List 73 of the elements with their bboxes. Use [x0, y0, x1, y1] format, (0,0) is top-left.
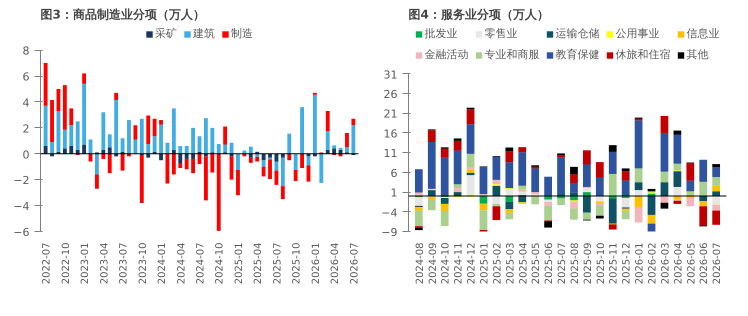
legend-label: 批发业 [424, 26, 458, 41]
x-tick-label: 2024-09 [428, 242, 439, 284]
x-tick-label: 2023-04 [99, 242, 110, 284]
chart-title: 图4：服务业分项（万人） [408, 8, 549, 22]
x-tick-label: 2025-08 [570, 242, 581, 284]
legend-label: 其他 [686, 47, 708, 62]
x-tick-label: 2026-06 [699, 242, 710, 284]
x-tick-label: 2026-03 [660, 242, 672, 284]
legend-label: 休旅和住宿 [616, 47, 670, 62]
y-tick-label: 0 [22, 148, 30, 162]
y-tick-label: 11 [384, 147, 398, 160]
x-tick-label: 2024-12 [466, 242, 478, 284]
x-tick-label: 2024-04 [176, 242, 188, 284]
x-tick-label: 2026-07 [712, 242, 724, 284]
legend-label: 制造 [231, 26, 253, 41]
legend-label: 信息业 [686, 26, 720, 41]
x-tick-label: 2025-07 [557, 242, 568, 284]
legend-label: 建筑 [193, 26, 215, 41]
y-tick-label: 8 [22, 44, 30, 58]
x-tick-label: 2023-10 [138, 242, 149, 284]
y-tick-label: 26 [384, 88, 398, 102]
legend-label: 采矿 [155, 26, 177, 41]
y-tick-label: −6 [13, 226, 30, 239]
x-tick-label: 2024-11 [454, 242, 465, 284]
x-tick-label: 2025-11 [608, 242, 620, 284]
x-tick-label: 2024-10 [214, 242, 226, 284]
x-tick-label: 2024-10 [440, 242, 452, 284]
y-tick-label: 16 [384, 127, 398, 140]
y-tick-label: 6 [390, 166, 398, 180]
legend-label: 金融活动 [424, 47, 468, 62]
y-tick-label: 31 [384, 68, 398, 82]
y-tick-label: −4 [381, 206, 398, 220]
x-tick-label: 2025-01 [234, 242, 245, 284]
x-tick-label: 2023-01 [80, 242, 92, 284]
x-tick-label: 2023-07 [118, 242, 130, 284]
y-tick-label: −4 [13, 200, 30, 214]
y-tick-label: 4 [22, 96, 30, 110]
x-tick-label: 2022-10 [60, 242, 72, 284]
x-tick-label: 2026-01 [634, 242, 646, 284]
x-tick-label: 2024-01 [157, 242, 168, 284]
x-tick-label: 2025-04 [518, 242, 530, 284]
x-tick-label: 2022-07 [42, 242, 53, 284]
legend-label: 公用事业 [616, 26, 660, 41]
x-tick-label: 2024-08 [414, 242, 426, 284]
x-tick-label: 2025-12 [622, 242, 633, 284]
y-tick-label: 1 [390, 186, 398, 200]
x-tick-label: 2026-02 [648, 242, 659, 284]
x-tick-label: 2025-03 [505, 242, 516, 284]
x-tick-label: 2025-07 [272, 242, 284, 284]
x-tick-label: 2025-06 [544, 242, 556, 284]
legend-label: 教育保健 [556, 47, 600, 62]
legend-label: 运输仓储 [556, 26, 600, 41]
x-tick-label: 2025-10 [292, 242, 303, 284]
legend-label: 专业和商服 [484, 47, 540, 62]
x-tick-label: 2025-02 [492, 242, 504, 284]
x-tick-label: 2025-10 [596, 242, 607, 284]
x-tick-label: 2024-07 [196, 242, 206, 284]
x-tick-label: 2025-01 [479, 242, 490, 284]
x-tick-label: 2025-05 [531, 242, 542, 284]
x-tick-label: 2026-05 [686, 242, 698, 284]
x-tick-label: 2026-01 [310, 242, 322, 284]
x-tick-label: 2025-09 [582, 242, 594, 284]
y-tick-label: 6 [22, 70, 30, 84]
y-tick-label: 2 [22, 122, 30, 136]
y-tick-label: −9 [381, 226, 398, 239]
chart-title: 图3：商品制造业分项（万人） [40, 8, 205, 22]
x-tick-label: 2026-04 [330, 242, 342, 284]
x-tick-label: 2025-04 [253, 242, 264, 284]
x-tick-label: 2026-04 [673, 242, 684, 284]
x-tick-label: 2026-07 [349, 242, 360, 284]
y-tick-label: 21 [384, 108, 398, 121]
y-tick-label: −2 [13, 174, 30, 188]
legend-label: 零售业 [484, 26, 518, 41]
